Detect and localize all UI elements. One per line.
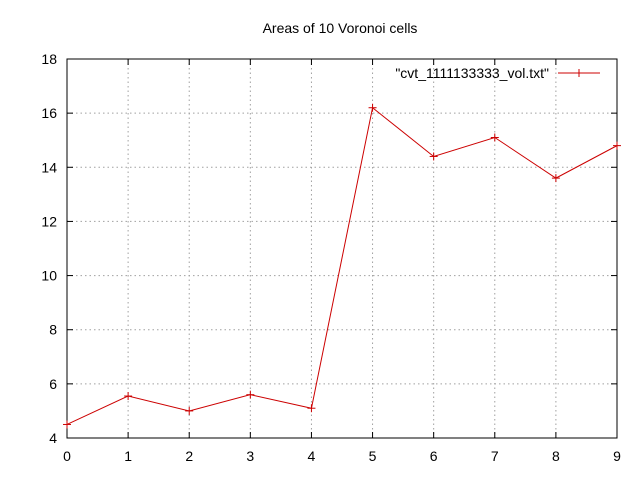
data-point-1-4 — [307, 404, 316, 413]
x-tick-label-8: 8 — [552, 448, 560, 464]
x-tick-label-4: 4 — [308, 448, 316, 464]
grid — [67, 59, 617, 438]
x-tick-label-9: 9 — [613, 448, 621, 464]
y-tick-label-1: 6 — [49, 376, 57, 392]
y-tick-label-5: 14 — [41, 159, 57, 175]
data-point-1-9 — [613, 141, 621, 150]
series-line-1 — [66, 106, 618, 425]
data-point-1-3 — [246, 390, 255, 399]
data-point-1-6 — [429, 152, 438, 161]
data-point-1-1 — [124, 392, 133, 401]
data-point-1-2 — [185, 406, 194, 415]
y-tick-label-3: 10 — [41, 268, 57, 284]
legend-marker-1 — [575, 69, 583, 77]
data-point-1-5 — [368, 103, 377, 112]
data-point-1-8 — [551, 174, 560, 183]
x-tick-label-2: 2 — [185, 448, 193, 464]
legend-label-series-1: "cvt_1111133333_vol.txt" — [395, 65, 549, 81]
x-tick-label-3: 3 — [246, 448, 254, 464]
data-point-1-7 — [490, 133, 499, 142]
y-tick-label-4: 12 — [41, 213, 57, 229]
y-tick-label-2: 8 — [49, 322, 57, 338]
y-tick-label-6: 16 — [41, 105, 57, 121]
plot-frame — [66, 58, 618, 439]
y-tick-label-7: 18 — [41, 51, 57, 67]
series-layer — [63, 103, 621, 429]
chart-title: Areas of 10 Voronoi cells — [263, 20, 418, 36]
x-tick-label-5: 5 — [369, 448, 377, 464]
legend: "cvt_1111133333_vol.txt" — [395, 65, 600, 81]
y-tick-label-0: 4 — [49, 430, 57, 446]
x-tick-label-6: 6 — [430, 448, 438, 464]
x-tick-label-0: 0 — [63, 448, 71, 464]
x-tick-label-7: 7 — [491, 448, 499, 464]
x-tick-label-1: 1 — [124, 448, 132, 464]
data-point-1-0 — [63, 420, 71, 429]
